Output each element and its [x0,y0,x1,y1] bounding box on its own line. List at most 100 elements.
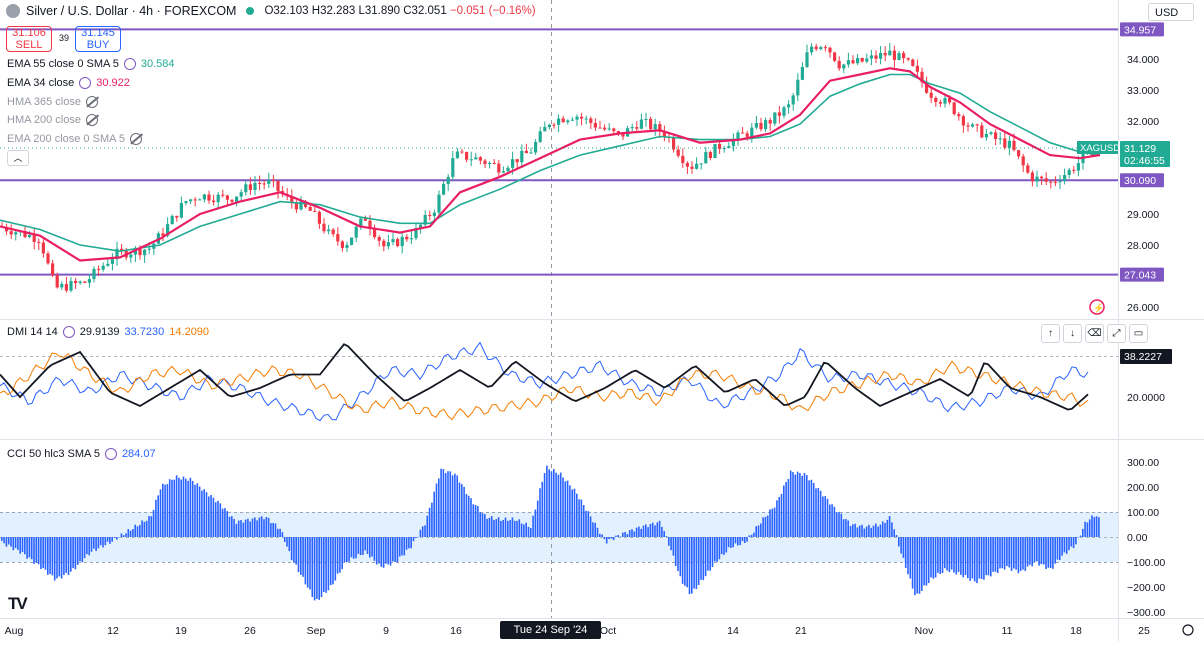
currency-selector[interactable]: USD [1148,3,1194,21]
cci-bar [362,537,364,555]
alert-icon[interactable] [1089,299,1105,315]
horizontal-levels[interactable] [0,28,1118,276]
buy-button[interactable]: 31.145 BUY [75,26,121,52]
cci-bar [83,537,86,559]
cci-bar [868,524,870,537]
move-up-button[interactable]: ↑ [1041,324,1060,343]
cci-bar [1070,537,1073,547]
indicator-ema34[interactable]: EMA 34 close 30.922 [7,77,130,89]
cci-bar [792,472,794,537]
cci-bar [37,537,40,565]
hidden-eye-icon[interactable] [85,114,98,126]
cci-bar [334,537,337,581]
settings-icon[interactable] [62,326,75,338]
ema55-line [0,73,1101,253]
collapse-pane-button[interactable]: ▭ [1129,324,1148,343]
cci-bar [895,535,898,537]
level-tag-mid-text: 30.090 [1124,175,1156,187]
dmi-value-tag-bg [1120,349,1172,364]
cci-bar [125,533,127,537]
cci-bar [799,473,801,537]
cci-bar [380,537,383,567]
candle-body [120,248,124,251]
candle-body [78,281,82,284]
cci-bar [203,489,205,537]
cci-bar [143,521,146,537]
tradingview-logo[interactable]: TV [8,594,28,613]
candle-body [741,132,745,134]
cci-bar [272,522,274,537]
sell-button[interactable]: 31.106 SELL [6,26,52,52]
candle-body [543,127,547,132]
candle-body [41,242,45,254]
cci-bar [573,488,576,537]
hidden-eye-icon[interactable] [85,96,98,108]
cci-bar [341,537,343,570]
time-tick-label: 16 [450,625,462,637]
candle-body [943,98,947,104]
chart-canvas[interactable]: 26.00027.00028.00029.00031.00032.00033.0… [0,0,1204,641]
cci-bar [587,511,590,537]
cci-bar [97,537,100,549]
cci-bar [371,537,373,557]
collapse-legend-button[interactable]: ︿ [7,150,29,166]
cci-bar [810,479,813,537]
candle-body [414,228,418,239]
cci-bar [960,537,962,575]
indicator-ema55[interactable]: EMA 55 close 0 SMA 5 30.584 [7,58,175,70]
cci-bar [134,524,136,537]
indicator-cci[interactable]: CCI 50 hlc3 SMA 5 284.07 [7,448,156,460]
candle-body [400,236,404,247]
indicator-ema200[interactable]: EMA 200 close 0 SMA 5 [7,133,143,145]
cci-bar [840,513,843,537]
settings-icon[interactable] [79,77,92,89]
cci-bar [633,531,636,537]
cci-bar [741,537,744,542]
move-down-button[interactable]: ↓ [1063,324,1082,343]
cci-bar [939,537,941,574]
cci-bar [957,537,960,572]
moving-averages [0,67,1101,262]
cci-bar [313,537,316,601]
cci-bar [410,537,412,549]
cci-bar [118,537,120,538]
cci-bar [311,537,314,597]
candle-body [685,163,689,167]
cci-bar [72,537,74,569]
cci-bar [707,537,709,571]
cci-bar [493,519,495,537]
time-tick-label: Nov [915,625,934,637]
candle-body [474,157,478,160]
indicator-dmi[interactable]: DMI 14 14 29.9139 33.7230 14.2090 [7,326,209,338]
high-value: H32.283 [311,5,356,17]
indicator-hma365[interactable]: HMA 365 close [7,96,98,108]
cci-bar [801,475,803,537]
cci-bar [497,517,500,537]
cci-bar [858,525,861,537]
cci-bar [136,526,139,537]
cci-bar [214,502,217,537]
candle-body [575,116,579,120]
cci-bar [7,537,10,545]
cci-bar [201,490,203,537]
indicator-hma200[interactable]: HMA 200 close [7,114,98,126]
cci-bar [297,537,300,573]
cci-bar [26,537,28,559]
candle-body [212,200,216,203]
delete-pane-button[interactable]: ⌫ [1085,324,1104,343]
cci-bar [106,537,109,542]
maximize-pane-button[interactable]: ⤢ [1107,324,1126,343]
cci-bar [1061,537,1063,556]
candles[interactable] [0,43,1094,293]
cci-bar [247,518,249,537]
cci-bar [831,504,833,537]
cci-bar [601,534,603,537]
symbol-title[interactable]: Silver / U.S. Dollar · 4h · FOREXCOM [26,4,237,18]
cci-bar [355,537,357,559]
settings-icon[interactable] [104,448,117,460]
settings-icon[interactable] [123,58,136,70]
cci-bar [14,537,17,549]
candle-body [754,122,758,128]
candle-body [860,58,864,62]
hidden-eye-icon[interactable] [130,133,143,145]
